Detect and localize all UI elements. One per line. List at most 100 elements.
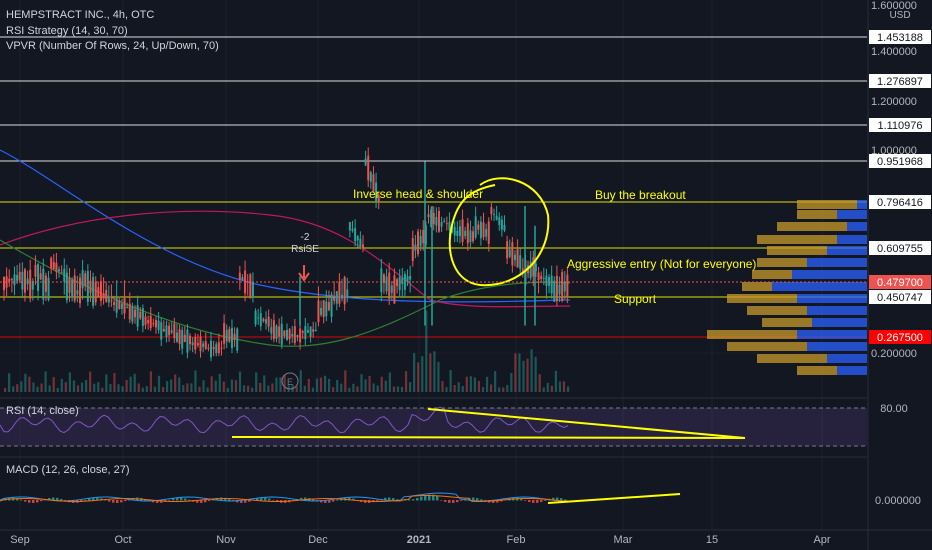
signal-count-label: -2 bbox=[301, 232, 310, 243]
candle-body bbox=[10, 279, 13, 281]
candle-body bbox=[553, 280, 556, 302]
volume-bar bbox=[352, 383, 355, 392]
macd-histogram-bar bbox=[96, 497, 99, 501]
candle-body bbox=[168, 325, 171, 336]
candle-body bbox=[485, 228, 488, 237]
candle-body bbox=[65, 272, 68, 301]
candle-body bbox=[194, 336, 197, 350]
candle-body bbox=[160, 322, 163, 340]
candle-body bbox=[440, 222, 443, 227]
macd-histogram-bar bbox=[204, 500, 207, 503]
volume-bar bbox=[518, 353, 521, 392]
macd-histogram-bar bbox=[188, 499, 191, 501]
macd-histogram-bar bbox=[132, 497, 135, 501]
vpvr-up-bar bbox=[797, 294, 867, 303]
rsi-strategy-legend[interactable]: RSI Strategy (14, 30, 70) bbox=[6, 25, 128, 37]
vpvr-down-bar bbox=[767, 246, 827, 255]
candle-body bbox=[16, 274, 19, 281]
time-tick-label: Mar bbox=[614, 534, 633, 546]
macd-histogram-bar bbox=[396, 499, 399, 501]
candle-body bbox=[207, 347, 210, 349]
volume-bar bbox=[319, 377, 323, 392]
volume-bar bbox=[566, 386, 570, 392]
macd-histogram-bar bbox=[388, 497, 391, 501]
vpvr-down-bar bbox=[707, 330, 797, 339]
candle-body bbox=[55, 262, 58, 273]
candle-body bbox=[437, 210, 440, 232]
macd-histogram-bar bbox=[240, 500, 243, 503]
volume-bar bbox=[64, 382, 67, 392]
candle-body bbox=[542, 278, 545, 280]
candle-body bbox=[144, 316, 147, 325]
volume-bar bbox=[344, 370, 347, 392]
candle-body bbox=[417, 231, 420, 255]
macd-histogram-bar bbox=[416, 498, 419, 501]
candle-body bbox=[435, 217, 438, 226]
volume-bar bbox=[222, 381, 225, 392]
volume-bar bbox=[153, 386, 157, 392]
macd-histogram-bar bbox=[224, 497, 227, 501]
candle-body bbox=[13, 274, 16, 286]
rsi-axis-label: 80.00 bbox=[880, 403, 908, 415]
candle-body bbox=[443, 220, 446, 222]
volume-bar bbox=[32, 382, 35, 392]
candle-body bbox=[131, 306, 134, 322]
candle-body bbox=[204, 341, 207, 349]
candle-body bbox=[283, 330, 286, 337]
volume-bar bbox=[550, 385, 553, 392]
candle-body bbox=[327, 302, 330, 311]
macd-histogram-bar bbox=[304, 497, 307, 501]
level-price-label: 0.267500 bbox=[877, 332, 923, 344]
volume-bar bbox=[562, 381, 566, 392]
candle-body bbox=[351, 229, 354, 231]
candle-body bbox=[47, 277, 50, 300]
level-price-tag bbox=[869, 330, 931, 344]
candle-body bbox=[519, 255, 522, 270]
macd-histogram-bar bbox=[60, 498, 63, 501]
rsi-line bbox=[0, 406, 569, 434]
volume-bar bbox=[485, 376, 489, 392]
macd-histogram-bar bbox=[168, 499, 171, 501]
candle-body bbox=[120, 303, 123, 309]
vpvr-legend[interactable]: VPVR (Number Of Rows, 24, Up/Down, 70) bbox=[6, 40, 219, 52]
volume-bar bbox=[186, 383, 189, 392]
volume-bar bbox=[384, 380, 387, 392]
symbol-title[interactable]: HEMPSTRACT INC., 4h, OTC bbox=[6, 9, 155, 21]
candle-body bbox=[333, 297, 336, 301]
macd-histogram-bar bbox=[552, 497, 555, 501]
candle-body bbox=[265, 319, 268, 324]
volume-bar bbox=[372, 383, 375, 392]
vpvr-up-bar bbox=[837, 366, 867, 375]
candle-body bbox=[500, 219, 503, 230]
volume-bar bbox=[12, 386, 15, 392]
level-price-label: 0.609755 bbox=[877, 243, 923, 255]
rsi-legend[interactable]: RSI (14, close) bbox=[6, 405, 79, 417]
vpvr-down-bar bbox=[727, 294, 797, 303]
macd-legend[interactable]: MACD (12, 26, close, 27) bbox=[6, 464, 130, 476]
signal-name-label: RsiSE bbox=[291, 244, 319, 255]
volume-bar bbox=[242, 385, 246, 392]
vpvr-down-bar bbox=[797, 200, 857, 209]
currency-label: USD bbox=[889, 10, 910, 21]
macd-histogram-bar bbox=[92, 497, 95, 501]
volume-bar bbox=[433, 351, 436, 392]
macd-histogram-bar bbox=[500, 500, 503, 502]
macd-histogram-bar bbox=[528, 500, 531, 503]
volume-bar bbox=[8, 373, 11, 392]
volume-bar bbox=[210, 376, 213, 392]
candle-body bbox=[105, 289, 108, 302]
candle-body bbox=[338, 281, 341, 304]
vpvr-up-bar bbox=[807, 258, 867, 267]
level-price-label: 1.453188 bbox=[877, 32, 923, 44]
inverse-head-shoulder-circle bbox=[448, 177, 550, 287]
candle-body bbox=[503, 225, 506, 231]
volume-bar bbox=[101, 387, 104, 392]
level-price-tag bbox=[869, 241, 931, 255]
candle-body bbox=[306, 330, 309, 333]
vpvr-up-bar bbox=[812, 318, 867, 327]
candle-body bbox=[354, 228, 357, 242]
volume-bar bbox=[24, 373, 27, 392]
macd-histogram-bar bbox=[544, 500, 547, 501]
candle-body bbox=[458, 226, 461, 236]
